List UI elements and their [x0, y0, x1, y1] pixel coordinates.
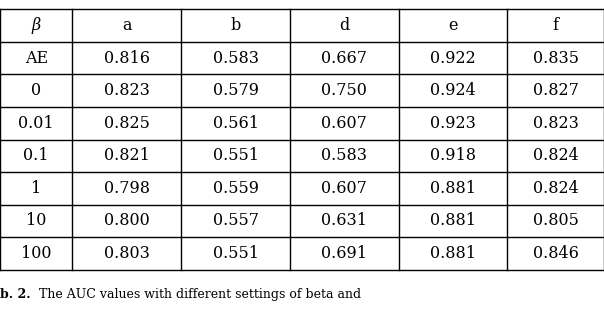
Text: 0.559: 0.559: [213, 180, 259, 197]
Text: 100: 100: [21, 245, 51, 262]
Text: e: e: [448, 17, 458, 34]
Text: 10: 10: [26, 212, 47, 229]
Text: 0.827: 0.827: [533, 82, 579, 99]
Text: 0.607: 0.607: [321, 115, 367, 132]
Text: 0.691: 0.691: [321, 245, 367, 262]
Text: 0.583: 0.583: [321, 147, 367, 164]
Text: 0.823: 0.823: [533, 115, 579, 132]
Text: AE: AE: [25, 50, 48, 67]
Text: 0.1: 0.1: [24, 147, 49, 164]
Text: β: β: [31, 17, 41, 34]
Text: 0.881: 0.881: [430, 245, 476, 262]
Text: b. 2.: b. 2.: [0, 288, 31, 301]
Text: 0.918: 0.918: [430, 147, 476, 164]
Text: 0: 0: [31, 82, 41, 99]
Text: 0.923: 0.923: [430, 115, 476, 132]
Text: d: d: [339, 17, 349, 34]
Text: 0.551: 0.551: [213, 245, 259, 262]
Text: 0.631: 0.631: [321, 212, 367, 229]
Text: 0.551: 0.551: [213, 147, 259, 164]
Text: a: a: [122, 17, 132, 34]
Text: 0.561: 0.561: [213, 115, 259, 132]
Text: 0.583: 0.583: [213, 50, 259, 67]
Text: 0.798: 0.798: [104, 180, 150, 197]
Text: 0.881: 0.881: [430, 180, 476, 197]
Text: 0.824: 0.824: [533, 147, 579, 164]
Text: 0.821: 0.821: [104, 147, 150, 164]
Text: 0.846: 0.846: [533, 245, 579, 262]
Text: 0.750: 0.750: [321, 82, 367, 99]
Text: 0.800: 0.800: [104, 212, 150, 229]
Text: 0.924: 0.924: [430, 82, 476, 99]
Text: b: b: [231, 17, 240, 34]
Text: 0.579: 0.579: [213, 82, 259, 99]
Text: 0.667: 0.667: [321, 50, 367, 67]
Text: f: f: [553, 17, 559, 34]
Text: 0.835: 0.835: [533, 50, 579, 67]
Text: 1: 1: [31, 180, 41, 197]
Text: 0.823: 0.823: [104, 82, 150, 99]
Text: 0.803: 0.803: [104, 245, 150, 262]
Text: 0.824: 0.824: [533, 180, 579, 197]
Text: 0.816: 0.816: [104, 50, 150, 67]
Text: 0.805: 0.805: [533, 212, 579, 229]
Text: 0.881: 0.881: [430, 212, 476, 229]
Text: 0.922: 0.922: [430, 50, 476, 67]
Text: 0.01: 0.01: [19, 115, 54, 132]
Text: 0.557: 0.557: [213, 212, 259, 229]
Text: 0.825: 0.825: [104, 115, 150, 132]
Text: The AUC values with different settings of beta and: The AUC values with different settings o…: [39, 288, 361, 301]
Text: 0.607: 0.607: [321, 180, 367, 197]
